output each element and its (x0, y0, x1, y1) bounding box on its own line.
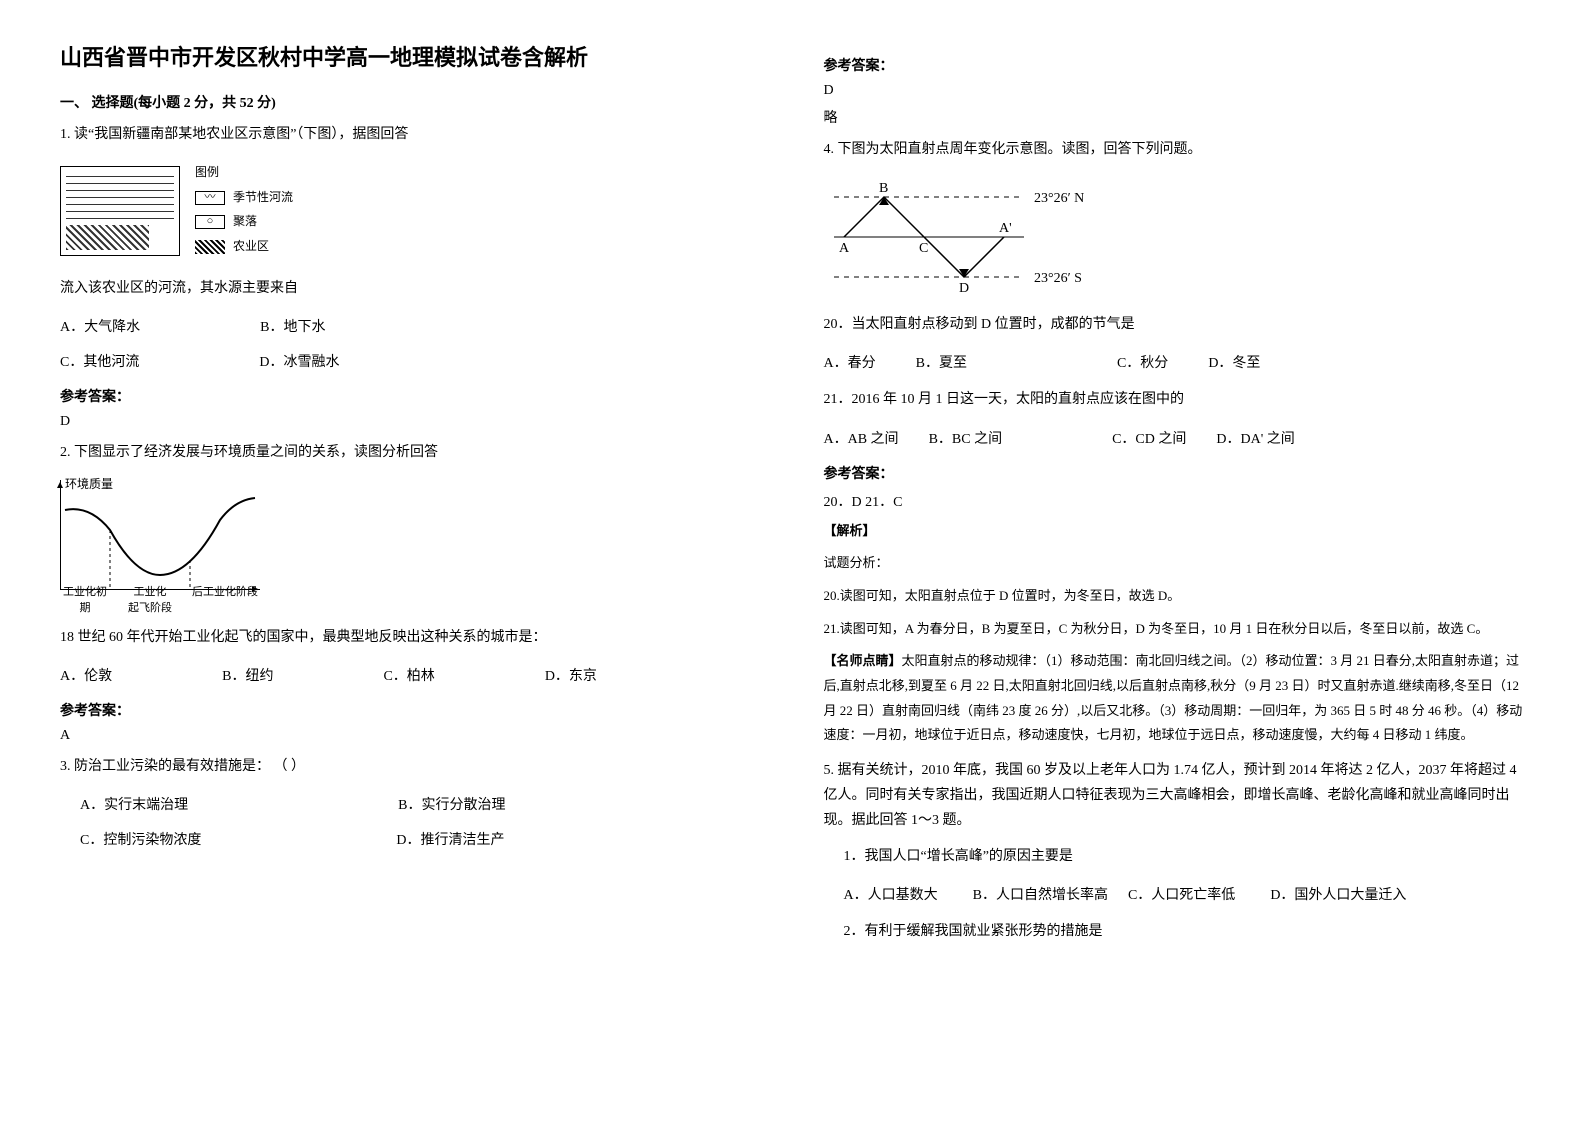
analysis-20: 20.读图可知，太阳直射点位于 D 位置时，为冬至日，故选 D。 (824, 584, 1528, 609)
label-a: A (839, 241, 850, 256)
option-d: D．推行清洁生产 (396, 829, 504, 849)
q5-prompt: 5. 据有关统计，2010 年底，我国 60 岁及以上老年人口为 1.74 亿人… (824, 758, 1528, 834)
label-aprime: A' (999, 221, 1012, 236)
q1-answer: D (60, 414, 764, 430)
option-a: A．大气降水 (60, 316, 140, 336)
tips: 【名师点睛】太阳直射点的移动规律：（1）移动范围：南北回归线之间。（2）移动位置… (824, 649, 1528, 748)
option-d: D．冬至 (1208, 352, 1260, 372)
option-b: B．纽约 (222, 665, 273, 685)
option-c: C．其他河流 (60, 351, 139, 371)
label-north: 23°26′ N (1034, 191, 1084, 206)
q3-options-row2: C．控制污染物浓度 D．推行清洁生产 (60, 829, 764, 849)
q2-prompt: 2. 下图显示了经济发展与环境质量之间的关系，读图分析回答 (60, 440, 764, 465)
option-c: C．控制污染物浓度 (80, 829, 201, 849)
option-d: D．国外人口大量迁入 (1270, 884, 1406, 904)
q4-sub1: 20．当太阳直射点移动到 D 位置时，成都的节气是 (824, 312, 1528, 337)
left-column: 山西省晋中市开发区秋村中学高一地理模拟试卷含解析 一、 选择题(每小题 2 分，… (60, 40, 794, 1082)
legend-item: ○聚落 (195, 211, 293, 233)
x-axis-labels: 工业化初期 工业化 起飞阶段 后工业化阶段 (60, 583, 260, 615)
q2-chart: 环境质量 工业化初期 工业化 起飞阶段 后工业化阶段 (60, 480, 260, 610)
curve-icon (60, 480, 260, 590)
option-a: A．人口基数大 (844, 884, 938, 904)
q2-sub-prompt: 18 世纪 60 年代开始工业化起飞的国家中，最典型地反映出这种关系的城市是： (60, 625, 764, 650)
option-d: D．东京 (545, 665, 597, 685)
q4-answer: 20．D 21．C (824, 491, 1528, 511)
answer-header: 参考答案： (824, 55, 1528, 75)
q3-answer: D (824, 83, 1528, 99)
sun-diagram: A B C D A' 23°26′ N 23°26′ S (824, 177, 1094, 297)
q5-sub1-options: A．人口基数大 B．人口自然增长率高 C．人口死亡率低 D．国外人口大量迁入 (824, 884, 1528, 904)
q1-figure: 图例 〰季节性河流 ○聚落 农业区 (60, 162, 764, 260)
q4-prompt: 4. 下图为太阳直射点周年变化示意图。读图，回答下列问题。 (824, 137, 1528, 162)
legend-item: 〰季节性河流 (195, 187, 293, 209)
q4-sub2-options: A．AB 之间 B．BC 之间 C．CD 之间 D．DA' 之间 (824, 428, 1528, 448)
option-d: D．冰雪融水 (259, 351, 339, 371)
q2-answer: A (60, 728, 764, 744)
option-d: D．DA' 之间 (1216, 428, 1294, 448)
q4-sub1-options: A．春分 B．夏至 C．秋分 D．冬至 (824, 352, 1528, 372)
analysis-sub: 试题分析： (824, 551, 1528, 576)
q3-options-row1: A．实行末端治理 B．实行分散治理 (60, 794, 764, 814)
answer-header: 参考答案： (824, 463, 1528, 483)
q1-options-row2: C．其他河流 D．冰雪融水 (60, 351, 764, 371)
label-c: C (919, 241, 928, 256)
label-d: D (959, 281, 969, 296)
option-c: C．CD 之间 (1112, 428, 1186, 448)
q2-options: A．伦敦 B．纽约 C．柏林 D．东京 (60, 665, 764, 685)
q1-options-row1: A．大气降水 B．地下水 (60, 316, 764, 336)
option-b: B．地下水 (260, 316, 325, 336)
label-south: 23°26′ S (1034, 271, 1082, 286)
sun-path-icon: A B C D A' 23°26′ N 23°26′ S (824, 177, 1094, 297)
q1-sub-prompt: 流入该农业区的河流，其水源主要来自 (60, 276, 764, 301)
map-sketch (60, 166, 180, 256)
document-title: 山西省晋中市开发区秋村中学高一地理模拟试卷含解析 (60, 40, 764, 72)
option-c: C．秋分 (1117, 352, 1168, 372)
q5-sub2: 2．有利于缓解我国就业紧张形势的措施是 (824, 919, 1528, 944)
q1-prompt: 1. 读“我国新疆南部某地农业区示意图”（下图），据图回答 (60, 122, 764, 147)
q4-sub2: 21．2016 年 10 月 1 日这一天，太阳的直射点应该在图中的 (824, 387, 1528, 412)
option-a: A．伦敦 (60, 665, 112, 685)
option-b: B．BC 之间 (929, 428, 1003, 448)
q3-prompt: 3. 防治工业污染的最有效措施是： （ ） (60, 754, 764, 779)
right-column: 参考答案： D 略 4. 下图为太阳直射点周年变化示意图。读图，回答下列问题。 … (794, 40, 1528, 1082)
option-a: A．实行末端治理 (80, 794, 188, 814)
section-header: 一、 选择题(每小题 2 分，共 52 分) (60, 92, 764, 112)
option-b: B．夏至 (916, 352, 967, 372)
option-c: C．柏林 (383, 665, 434, 685)
answer-header: 参考答案： (60, 700, 764, 720)
answer-header: 参考答案： (60, 386, 764, 406)
option-b: B．实行分散治理 (398, 794, 505, 814)
option-a: A．AB 之间 (824, 428, 899, 448)
label-b: B (879, 181, 888, 196)
option-a: A．春分 (824, 352, 876, 372)
q3-note: 略 (824, 107, 1528, 127)
q5-sub1: 1．我国人口“增长高峰”的原因主要是 (824, 844, 1528, 869)
analysis-21: 21.读图可知，A 为春分日，B 为夏至日，C 为秋分日，D 为冬至日，10 月… (824, 617, 1528, 642)
option-c: C．人口死亡率低 (1128, 884, 1235, 904)
map-legend: 图例 〰季节性河流 ○聚落 农业区 (195, 162, 293, 260)
tips-header: 【名师点睛】 (824, 653, 902, 668)
analysis-header: 【解析】 (824, 519, 1528, 544)
option-b: B．人口自然增长率高 (973, 884, 1108, 904)
legend-item: 农业区 (195, 236, 293, 258)
legend-title: 图例 (195, 162, 293, 184)
